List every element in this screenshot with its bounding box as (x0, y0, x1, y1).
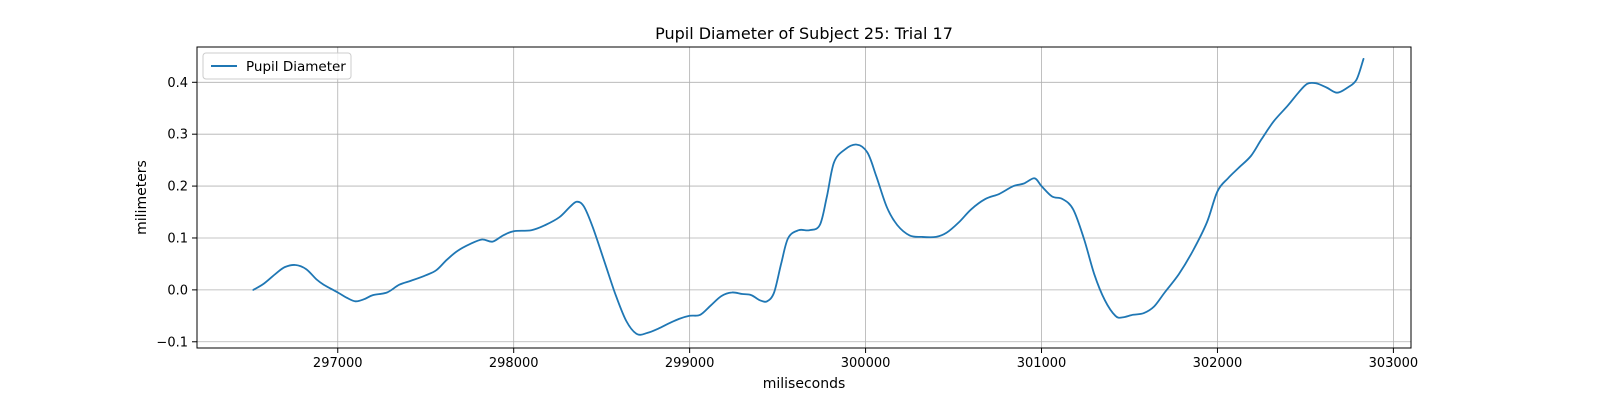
y-tick-label: 0.0 (167, 283, 188, 298)
x-tick-label: 301000 (1017, 356, 1067, 371)
chart-title: Pupil Diameter of Subject 25: Trial 17 (655, 24, 953, 43)
x-axis-title: miliseconds (763, 376, 846, 392)
series-lines (252, 58, 1365, 336)
series-line-pupil-diameter (252, 58, 1365, 336)
x-tick-label: 298000 (489, 356, 539, 371)
x-tick-label: 299000 (665, 356, 715, 371)
y-axis-title: milimeters (134, 160, 150, 235)
grid-lines (197, 47, 1411, 348)
x-tick-label: 302000 (1193, 356, 1243, 371)
plot-frame (196, 46, 1412, 349)
axis-ticks: 297000 298000 299000 300000 301000 302000 3030… (156, 76, 1418, 371)
legend: Pupil Diameter (202, 52, 352, 80)
y-tick-label: −0.1 (156, 335, 188, 350)
y-tick-label: 0.3 (167, 128, 188, 143)
x-tick-label: 303000 (1369, 356, 1419, 371)
y-tick-label: 0.4 (167, 76, 188, 91)
y-tick-label: 0.2 (167, 180, 188, 195)
x-tick-label: 297000 (313, 356, 363, 371)
legend-label-pupil-diameter: Pupil Diameter (246, 59, 346, 75)
legend-box (202, 52, 352, 80)
x-tick-label: 300000 (841, 356, 891, 371)
y-tick-label: 0.1 (167, 231, 188, 246)
